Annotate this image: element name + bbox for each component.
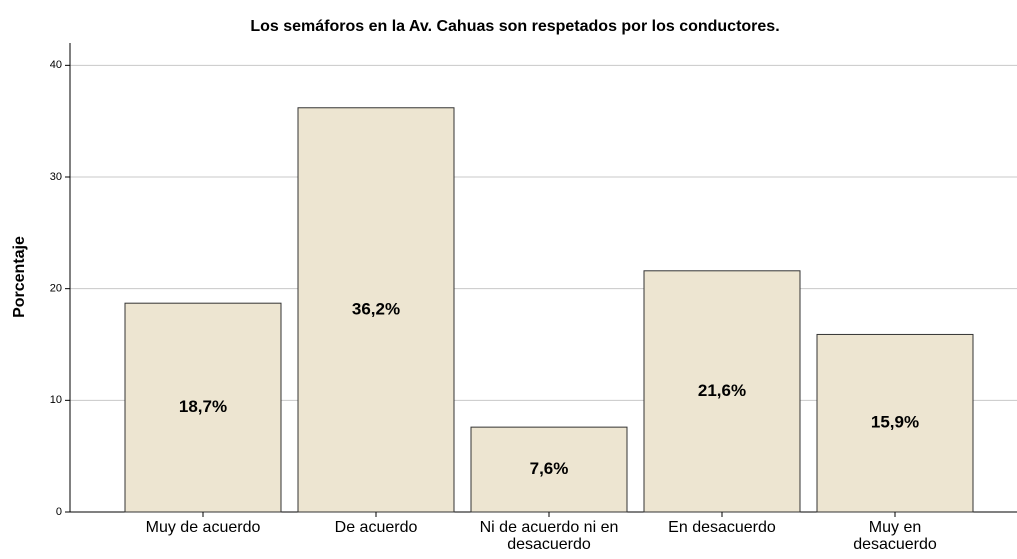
bar [643,270,801,513]
value-label: 36,2% [352,299,400,318]
chart-title: Los semáforos en la Av. Cahuas son respe… [250,18,779,35]
y-tick-label: 0 [56,506,62,518]
bar [124,302,282,513]
value-label: 21,6% [698,381,746,400]
value-label: 7,6% [530,459,569,478]
value-label: 15,9% [871,413,919,432]
y-tick-label: 20 [50,283,62,295]
x-tick-label: En desacuerdo [668,519,776,536]
x-tick-label: Muy en desacuerdo [853,519,937,553]
x-tick-label: Muy de acuerdo [145,519,261,536]
y-axis-label: Porcentaje [11,236,28,318]
y-tick-label: 40 [50,59,62,71]
bar [816,333,974,513]
x-tick-label: De acuerdo [334,519,418,536]
x-tick-label: Ni de acuerdo ni en desacuerdo [479,519,619,553]
y-tick-label: 10 [50,394,62,406]
y-tick-label: 30 [50,171,62,183]
value-label: 18,7% [179,397,227,416]
bar [470,426,628,513]
bar [297,107,455,513]
